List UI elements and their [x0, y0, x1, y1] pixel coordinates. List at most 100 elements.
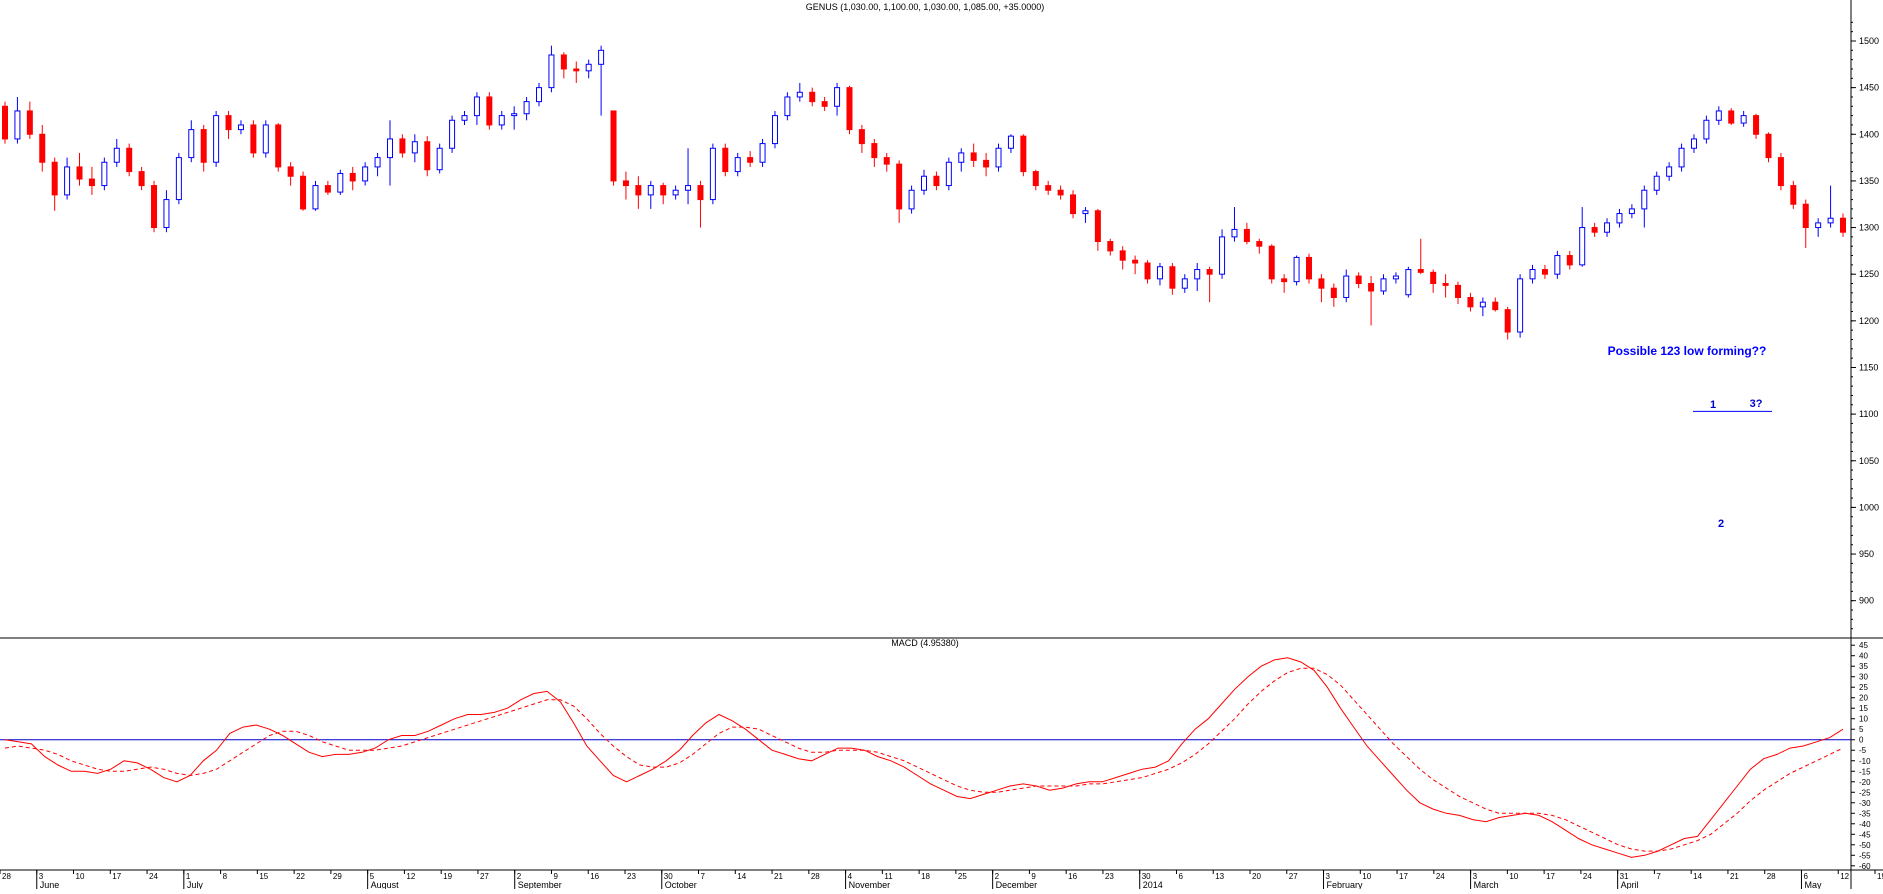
candle-body — [1032, 171, 1039, 187]
date-axis-tick-label: 27 — [1289, 872, 1298, 881]
macd-axis-tick-label: -15 — [1859, 767, 1871, 776]
candle-body — [1566, 255, 1573, 266]
macd-axis-tick-label: 30 — [1859, 673, 1868, 682]
candle-body — [995, 147, 1002, 168]
candle-body — [722, 147, 729, 173]
candle-body — [349, 172, 356, 182]
price-chart-title: GENUS (1,030.00, 1,100.00, 1,030.00, 1,0… — [806, 2, 1044, 12]
candle-body — [1405, 269, 1412, 296]
candle-body — [908, 189, 915, 210]
candle-body — [498, 115, 505, 126]
candle-body — [1194, 269, 1201, 280]
date-axis-tick-label: 7 — [701, 872, 706, 881]
candle-body — [1554, 255, 1561, 275]
date-axis-tick-label: 18 — [921, 872, 930, 881]
candle-body — [1815, 222, 1822, 229]
date-axis-tick-label: 13 — [1215, 872, 1224, 881]
candle-body — [436, 147, 443, 171]
candle-body — [225, 115, 232, 131]
date-axis-tick-label: 28 — [2, 872, 11, 881]
date-axis-tick-label: 19 — [1877, 872, 1883, 881]
candle-body — [262, 124, 269, 154]
date-axis-tick-label: 21 — [774, 872, 783, 881]
price-axis-tick-label: 1350 — [1859, 176, 1879, 186]
candle-body — [1219, 236, 1226, 275]
date-axis-tick-label: 11 — [884, 872, 893, 881]
candle-body — [709, 147, 716, 201]
candle-body — [933, 175, 940, 187]
date-axis-tick-label: 7 — [1656, 872, 1661, 881]
candle-body — [473, 96, 480, 117]
candle-body — [1057, 189, 1064, 196]
candle-body — [1206, 269, 1213, 275]
candle-body — [1827, 217, 1834, 224]
candle-body — [1107, 241, 1114, 252]
macd-axis-tick-label: -30 — [1859, 799, 1871, 808]
macd-axis-tick-label: 5 — [1859, 725, 1864, 734]
price-axis-tick-label: 900 — [1859, 596, 1874, 606]
candle-body — [858, 129, 865, 145]
date-axis-month-label: 2014 — [1143, 880, 1163, 889]
price-axis-tick-label: 1000 — [1859, 502, 1879, 512]
candle-body — [548, 54, 555, 89]
date-axis-tick-label: 10 — [1509, 872, 1518, 881]
date-axis-tick-label: 8 — [223, 872, 228, 881]
candle-body — [1343, 275, 1350, 299]
date-axis-tick-label: 16 — [590, 872, 599, 881]
candle-body — [784, 96, 791, 117]
candle-body — [362, 166, 369, 182]
candle-body — [970, 152, 977, 161]
candle-body — [250, 124, 257, 154]
candle-body — [560, 54, 567, 70]
candle-body — [1281, 278, 1288, 283]
date-axis-tick-label: 17 — [1399, 872, 1408, 881]
marker-1: 1 — [1710, 399, 1716, 411]
candle-body — [200, 129, 207, 163]
marker-2: 2 — [1718, 518, 1724, 530]
candle-body — [1455, 284, 1462, 299]
candle-body — [771, 115, 778, 145]
candle-body — [1082, 210, 1089, 215]
candle-body — [424, 141, 431, 171]
date-axis-tick-label: 24 — [1583, 872, 1592, 881]
candle-body — [1256, 241, 1263, 247]
candle-body — [101, 161, 108, 187]
candle-body — [585, 63, 592, 72]
candle-body — [1541, 269, 1548, 275]
date-axis-month-label: July — [187, 880, 204, 889]
candle-body — [896, 163, 903, 210]
candle-body — [324, 185, 331, 193]
candle-body — [958, 152, 965, 163]
date-axis-tick-label: 3 — [39, 872, 44, 881]
macd-axis-tick-label: 20 — [1859, 694, 1868, 703]
candle-body — [1753, 115, 1760, 135]
date-axis-tick-label: 21 — [1730, 872, 1739, 881]
date-axis-tick-label: 24 — [1436, 872, 1445, 881]
date-axis-tick-label: 2 — [517, 872, 522, 881]
candle-body — [1330, 287, 1337, 299]
pattern-annotations: 1 2 3? — [1693, 398, 1772, 530]
candle-body — [300, 175, 307, 210]
date-axis-tick-label: 20 — [1252, 872, 1261, 881]
candle-body — [1392, 275, 1399, 280]
candle-body — [809, 91, 816, 103]
candle-body — [1231, 228, 1238, 238]
date-axis: 28 3 10 17 24 1 8 15 22 29 5 12 19 27 2 9 16 23 30 7 14 21 28 4… — [0, 870, 1883, 890]
date-axis-month-label: May — [1804, 880, 1822, 889]
candle-body — [1492, 301, 1499, 311]
candle-body — [1305, 256, 1312, 280]
candle-body — [1355, 275, 1362, 285]
date-axis-month-label: February — [1327, 880, 1364, 889]
candle-body — [1678, 147, 1685, 168]
date-axis-tick-label: 31 — [1620, 872, 1629, 881]
candle-body — [846, 87, 853, 131]
candle-body — [598, 49, 605, 65]
date-axis-tick-label: 2 — [995, 872, 1000, 881]
candle-body — [163, 199, 170, 229]
date-axis-tick-label: 12 — [1840, 872, 1849, 881]
date-axis-tick-label: 29 — [333, 872, 342, 881]
candle-body — [486, 96, 493, 126]
